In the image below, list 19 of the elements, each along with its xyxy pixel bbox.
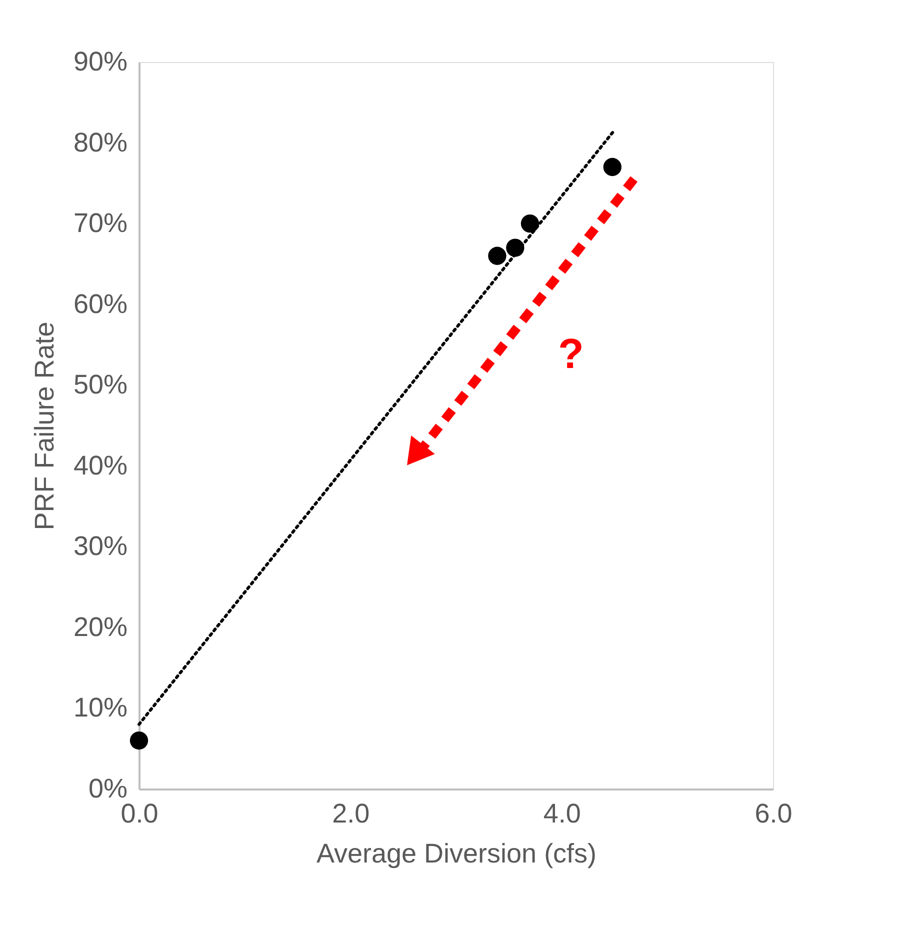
y-tick-label: 40% bbox=[73, 450, 128, 480]
point bbox=[603, 158, 622, 176]
y-tick-label: 30% bbox=[73, 531, 128, 562]
y-tick-label: 60% bbox=[73, 288, 128, 319]
x-axis-title: Average Diversion (cfs) bbox=[316, 838, 597, 868]
x-tick-label: 6.0 bbox=[754, 798, 792, 828]
x-tick-label: 2.0 bbox=[332, 798, 370, 828]
y-tick-label: 80% bbox=[73, 127, 128, 158]
point bbox=[488, 246, 506, 265]
y-tick-label: 50% bbox=[73, 370, 128, 400]
annotation: ? bbox=[558, 330, 584, 377]
y-tick-label: 90% bbox=[73, 46, 128, 76]
y-axis-title: PRF Failure Rate bbox=[29, 322, 60, 530]
point bbox=[520, 214, 540, 233]
x-tick-label: 4.0 bbox=[543, 798, 581, 828]
y-tick-label: 70% bbox=[73, 208, 128, 238]
y-tick-label: 10% bbox=[73, 692, 128, 723]
y-tick-label: 20% bbox=[73, 612, 128, 642]
point bbox=[130, 731, 148, 750]
